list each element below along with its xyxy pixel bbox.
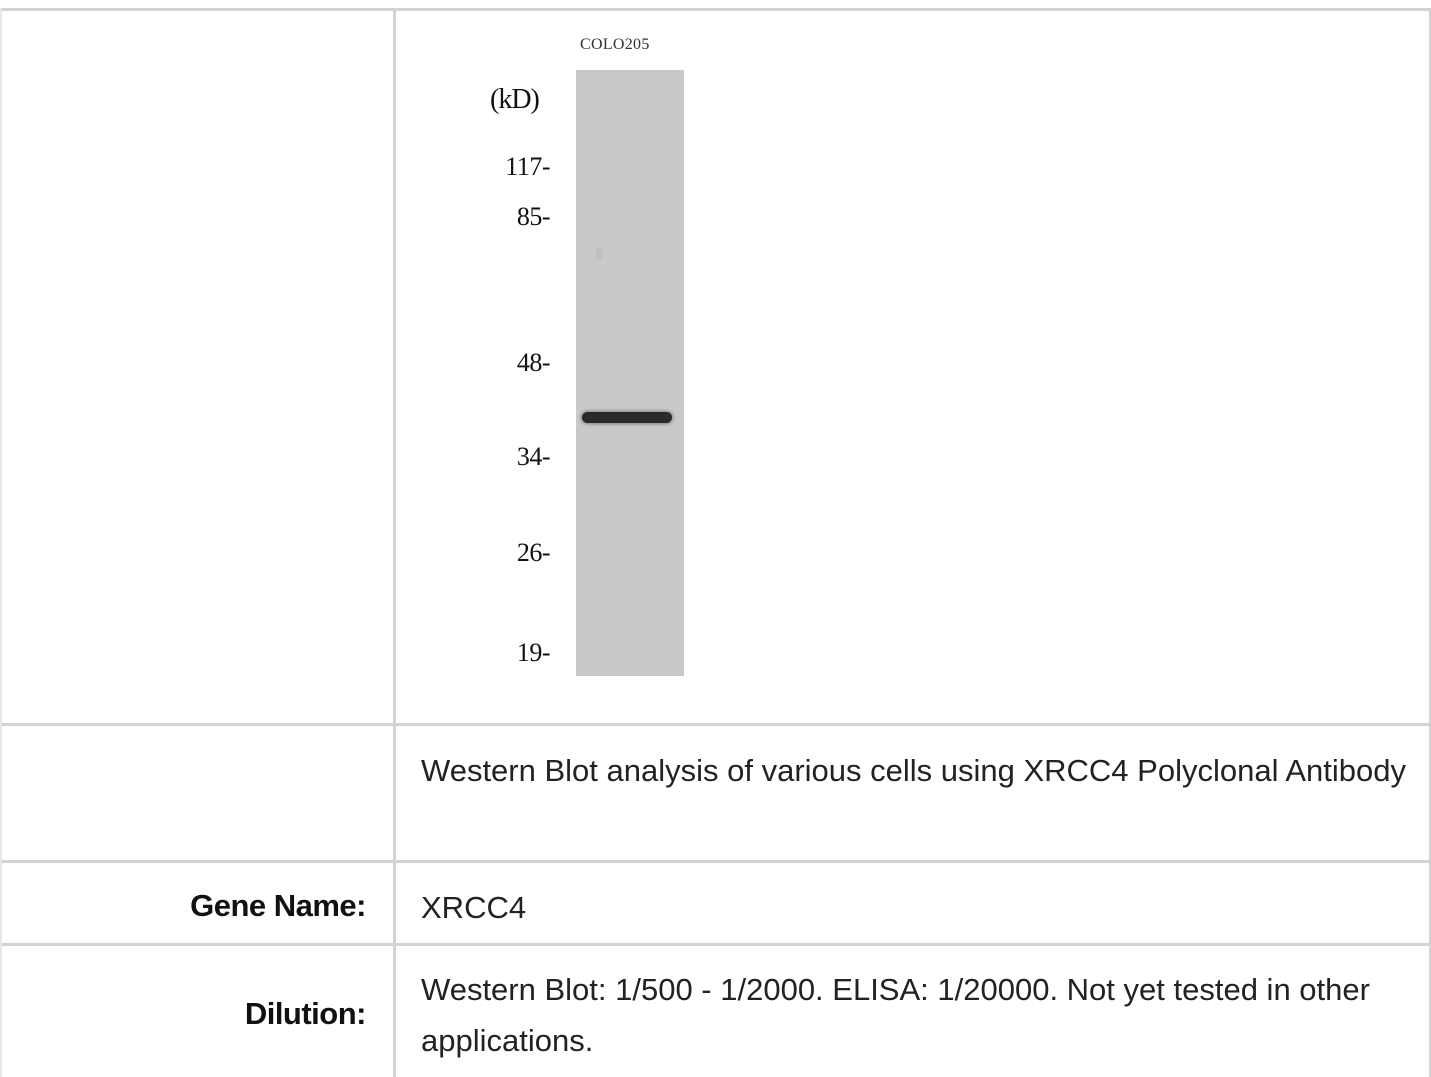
marker-label: 26- xyxy=(516,538,551,567)
molecular-weight-unit: (kD) xyxy=(490,84,540,115)
marker-label: 34- xyxy=(516,442,551,471)
marker-label: 117- xyxy=(505,152,550,181)
protein-band xyxy=(582,412,672,423)
gene-name-label: Gene Name: xyxy=(190,888,366,923)
dilution-label: Dilution: xyxy=(244,996,367,1031)
marker-label: 19- xyxy=(516,638,551,667)
image-caption: Western Blot analysis of various cells u… xyxy=(421,753,1407,788)
blot-lane xyxy=(576,70,684,676)
dilution-value: Western Blot: 1/500 - 1/2000. ELISA: 1/2… xyxy=(421,972,1370,1058)
marker-label: 48- xyxy=(516,348,551,377)
lane-artifact xyxy=(596,248,602,260)
row-divider xyxy=(0,860,1431,863)
row-divider xyxy=(0,943,1431,946)
column-divider xyxy=(393,8,396,1077)
marker-label: 85- xyxy=(516,202,551,231)
lane-label: COLO205 xyxy=(580,36,650,53)
gene-name-value: XRCC4 xyxy=(421,890,527,925)
row-divider xyxy=(0,723,1431,726)
table-left-border xyxy=(0,8,2,1077)
table-top-border xyxy=(0,8,1431,11)
table-right-border xyxy=(1429,8,1431,1077)
